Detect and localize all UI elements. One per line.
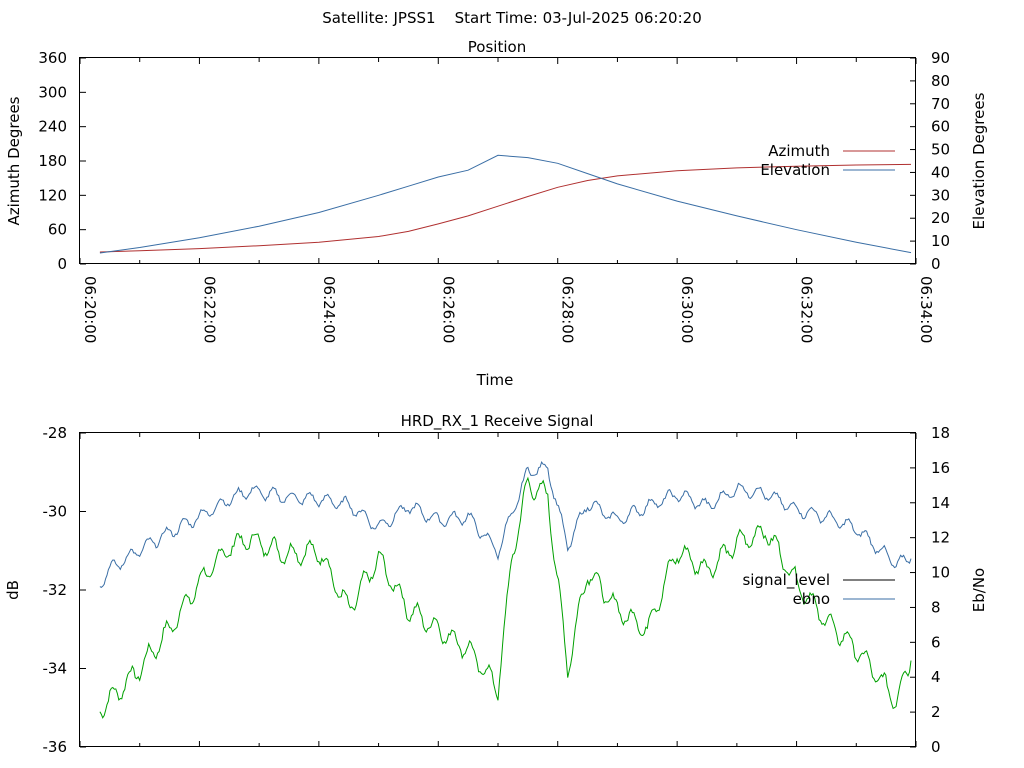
receive-signal-y2-tick-label: 16 [931, 459, 950, 477]
position-x-tick-label: 06:20:00 [81, 276, 99, 343]
position-x-tick-label: 06:28:00 [559, 276, 577, 343]
receive-signal-y-tick-label: -28 [43, 424, 68, 442]
position-y2-tick-label: 70 [931, 95, 950, 113]
position-y2-tick-label: 60 [931, 118, 950, 136]
receive-signal-y2-tick-label: 12 [931, 529, 950, 547]
position-y-tick-label: 360 [38, 49, 67, 67]
receive-signal-y2-tick-label: 4 [931, 668, 941, 686]
receive-signal-chart-title: HRD_RX_1 Receive Signal [401, 412, 594, 431]
position-y-tick-label: 300 [38, 83, 67, 101]
receive-signal-y-tick-label: -36 [43, 738, 68, 756]
receive-signal-y2-tick-label: 18 [931, 424, 950, 442]
position-y2-tick-label: 30 [931, 186, 950, 204]
position-y2-tick-label: 0 [931, 255, 941, 273]
position-series-elevation-line [99, 154, 912, 254]
position-series-azimuth-line [99, 163, 912, 253]
position-x-tick-label: 06:32:00 [798, 276, 816, 343]
position-x-tick-label: 06:30:00 [678, 276, 696, 343]
receive-signal-y2-tick-label: 8 [931, 598, 941, 616]
receive-signal-y2-axis-label: Eb/No [970, 568, 988, 612]
receive-signal-y-tick-label: -32 [43, 581, 68, 599]
receive-signal-y2-tick-label: 2 [931, 703, 941, 721]
position-y2-tick-label: 80 [931, 72, 950, 90]
position-y2-tick-label: 20 [931, 209, 950, 227]
position-x-axis-label: Time [476, 371, 514, 389]
receive-signal-y2-tick-label: 6 [931, 633, 941, 651]
position-y-tick-label: 0 [57, 255, 67, 273]
position-y2-tick-label: 40 [931, 163, 950, 181]
page-title: Satellite: JPSS1 Start Time: 03-Jul-2025… [322, 9, 701, 27]
position-x-tick-label: 06:22:00 [200, 276, 218, 343]
position-y2-tick-label: 10 [931, 232, 950, 250]
position-chart: Position Time Azimuth Degrees Elevation … [5, 38, 988, 389]
position-legend-label: Elevation [760, 161, 830, 179]
receive-signal-y2-tick-label: 10 [931, 564, 950, 582]
receive-signal-legend-label: ebno [793, 590, 830, 608]
position-y-tick-label: 60 [48, 221, 67, 239]
receive-signal-series-ebno-line [99, 460, 912, 589]
receive-signal-y-tick-label: -30 [43, 503, 68, 521]
receive-signal-y2-tick-label: 0 [931, 738, 941, 756]
receive-signal-y2-tick-label: 14 [931, 494, 950, 512]
position-y2-axis-label: Elevation Degrees [970, 92, 988, 229]
receive-signal-legend-label: signal_level [742, 571, 830, 590]
position-x-tick-label: 06:34:00 [917, 276, 935, 343]
receive-signal-y-tick-label: -34 [43, 660, 68, 678]
position-x-tick-label: 06:26:00 [439, 276, 457, 343]
position-y2-tick-label: 90 [931, 49, 950, 67]
position-y-tick-label: 240 [38, 118, 67, 136]
position-x-tick-label: 06:24:00 [320, 276, 338, 343]
receive-signal-chart: HRD_RX_1 Receive Signal dB Eb/No -28 -30 -… [4, 412, 988, 756]
position-y-axis-label: Azimuth Degrees [5, 96, 23, 225]
position-y-tick-label: 180 [38, 152, 67, 170]
position-y-tick-label: 120 [38, 186, 67, 204]
position-legend-label: Azimuth [768, 142, 830, 160]
receive-signal-y-axis-label: dB [4, 580, 22, 600]
position-chart-title: Position [468, 38, 526, 56]
position-y2-tick-label: 50 [931, 141, 950, 159]
receive-signal-series-signal-level-line [99, 476, 912, 719]
